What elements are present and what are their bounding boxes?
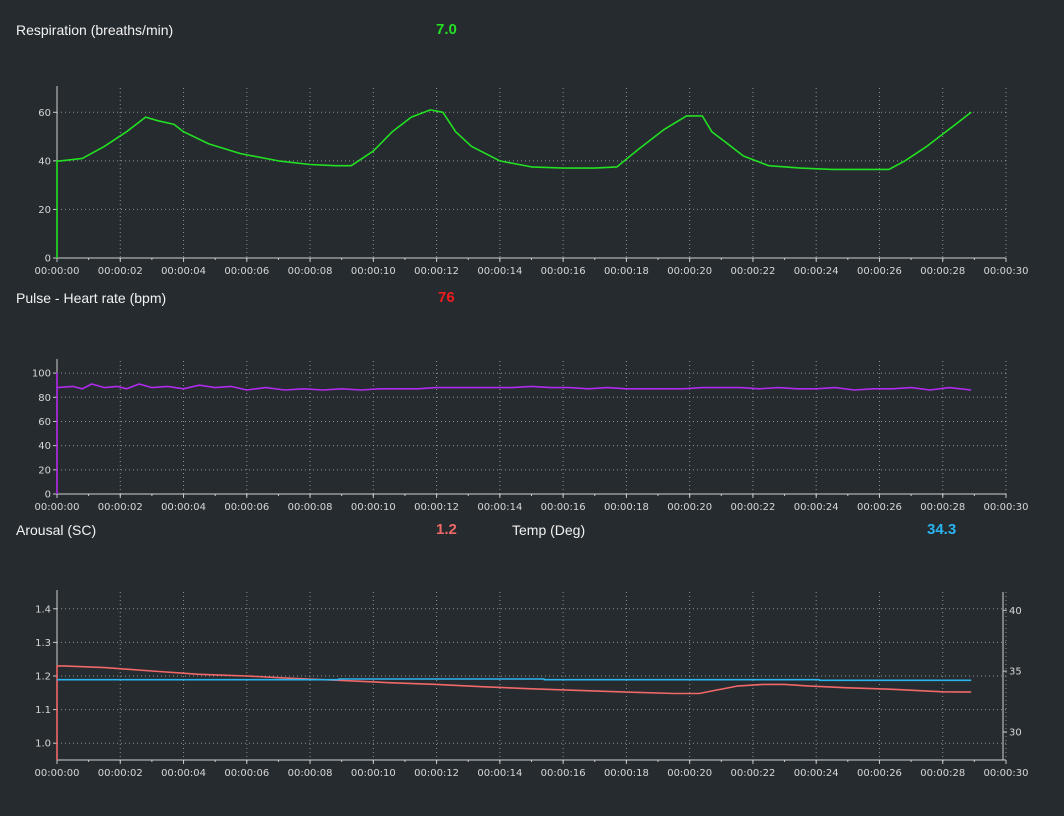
x-tick-label: 00:00:08 (288, 266, 333, 277)
x-tick-label: 00:00:30 (984, 266, 1029, 277)
x-tick-label: 00:00:04 (161, 266, 206, 277)
x-tick-label: 00:00:26 (857, 502, 902, 513)
x-tick-label: 00:00:22 (730, 266, 775, 277)
x-tick-label: 00:00:22 (730, 768, 775, 779)
y-tick-label: 60 (38, 108, 51, 119)
y-tick-label: 40 (38, 441, 51, 452)
y-tick-label: 20 (38, 205, 51, 216)
x-tick-label: 00:00:08 (288, 768, 333, 779)
x-tick-label: 00:00:30 (984, 768, 1029, 779)
x-tick-label: 00:00:30 (984, 502, 1029, 513)
x-tick-label: 00:00:14 (477, 266, 522, 277)
y-tick-label: 60 (38, 417, 51, 428)
respiration-value: 7.0 (436, 21, 457, 38)
x-tick-label: 00:00:28 (920, 502, 965, 513)
y-tick-label: 100 (32, 369, 51, 380)
x-tick-label: 00:00:04 (161, 768, 206, 779)
x-tick-label: 00:00:24 (794, 502, 839, 513)
pulse-label: Pulse - Heart rate (bpm) (16, 290, 167, 306)
x-tick-label: 00:00:00 (35, 502, 80, 513)
x-tick-label: 00:00:18 (604, 266, 649, 277)
series-line (56, 665, 972, 760)
y2-tick-label: 35 (1009, 667, 1022, 678)
y-tick-label: 1.2 (35, 672, 51, 683)
x-tick-label: 00:00:12 (414, 266, 459, 277)
x-tick-label: 00:00:26 (857, 768, 902, 779)
x-tick-label: 00:00:20 (667, 768, 712, 779)
x-tick-label: 00:00:10 (351, 502, 396, 513)
y-tick-label: 1.0 (35, 739, 51, 750)
x-tick-label: 00:00:20 (667, 266, 712, 277)
x-tick-label: 00:00:04 (161, 502, 206, 513)
x-tick-label: 00:00:10 (351, 266, 396, 277)
x-tick-label: 00:00:20 (667, 502, 712, 513)
y-tick-label: 1.3 (35, 638, 51, 649)
x-tick-label: 00:00:24 (794, 266, 839, 277)
x-tick-label: 00:00:02 (98, 502, 143, 513)
x-tick-label: 00:00:28 (920, 266, 965, 277)
x-tick-label: 00:00:06 (224, 768, 269, 779)
series-line (56, 109, 972, 258)
y-tick-label: 40 (38, 156, 51, 167)
x-tick-label: 00:00:10 (351, 768, 396, 779)
x-tick-label: 00:00:14 (477, 502, 522, 513)
x-tick-label: 00:00:16 (541, 266, 586, 277)
x-tick-label: 00:00:08 (288, 502, 333, 513)
series-line (56, 372, 972, 494)
x-tick-label: 00:00:16 (541, 502, 586, 513)
x-tick-label: 00:00:06 (224, 266, 269, 277)
x-tick-label: 00:00:18 (604, 502, 649, 513)
y-tick-label: 0 (45, 254, 51, 265)
respiration-label: Respiration (breaths/min) (16, 22, 174, 38)
y2-tick-label: 30 (1009, 728, 1022, 739)
series-line (57, 678, 972, 682)
x-tick-label: 00:00:14 (477, 768, 522, 779)
temp-value: 34.3 (927, 521, 957, 538)
x-tick-label: 00:00:12 (414, 768, 459, 779)
x-tick-label: 00:00:24 (794, 768, 839, 779)
x-tick-label: 00:00:00 (35, 768, 80, 779)
y-tick-label: 80 (38, 393, 51, 404)
y-tick-label: 0 (45, 490, 51, 501)
x-tick-label: 00:00:26 (857, 266, 902, 277)
y-tick-label: 20 (38, 465, 51, 476)
x-tick-label: 00:00:06 (224, 502, 269, 513)
x-tick-label: 00:00:12 (414, 502, 459, 513)
pulse-value: 76 (438, 289, 455, 306)
y-tick-label: 1.1 (35, 705, 51, 716)
arousal-label: Arousal (SC) (16, 522, 97, 538)
arousal-value: 1.2 (436, 521, 457, 538)
x-tick-label: 00:00:18 (604, 768, 649, 779)
x-tick-label: 00:00:22 (730, 502, 775, 513)
temp-label: Temp (Deg) (512, 522, 586, 538)
x-tick-label: 00:00:02 (98, 768, 143, 779)
x-tick-label: 00:00:16 (541, 768, 586, 779)
y-tick-label: 1.4 (35, 604, 51, 615)
y2-tick-label: 40 (1009, 606, 1022, 617)
x-tick-label: 00:00:02 (98, 266, 143, 277)
x-tick-label: 00:00:28 (920, 768, 965, 779)
x-tick-label: 00:00:00 (35, 266, 80, 277)
